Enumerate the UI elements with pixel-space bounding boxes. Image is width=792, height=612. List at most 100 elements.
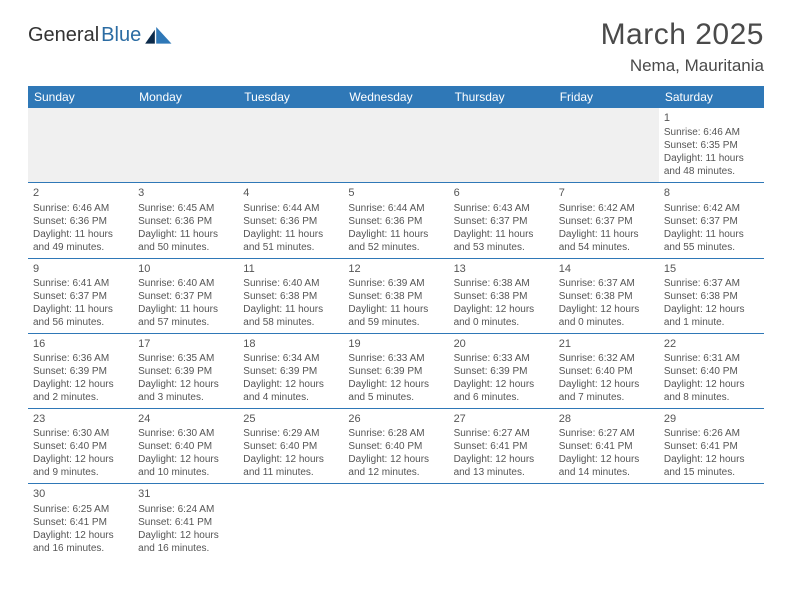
day-number: 16 (33, 337, 128, 351)
calendar-cell: 11Sunrise: 6:40 AMSunset: 6:38 PMDayligh… (238, 258, 343, 333)
sunset-text: Sunset: 6:40 PM (348, 440, 443, 453)
sunrise-text: Sunrise: 6:31 AM (664, 352, 759, 365)
daylight-text: and 59 minutes. (348, 316, 443, 329)
calendar-row: 16Sunrise: 6:36 AMSunset: 6:39 PMDayligh… (28, 333, 764, 408)
sunset-text: Sunset: 6:39 PM (138, 365, 233, 378)
calendar-cell: 17Sunrise: 6:35 AMSunset: 6:39 PMDayligh… (133, 333, 238, 408)
sunset-text: Sunset: 6:37 PM (33, 290, 128, 303)
sunrise-text: Sunrise: 6:46 AM (33, 202, 128, 215)
calendar-cell: 15Sunrise: 6:37 AMSunset: 6:38 PMDayligh… (659, 258, 764, 333)
calendar-cell (449, 484, 554, 559)
day-number: 29 (664, 412, 759, 426)
sunrise-text: Sunrise: 6:28 AM (348, 427, 443, 440)
brand-part2: Blue (101, 24, 141, 47)
calendar-cell: 12Sunrise: 6:39 AMSunset: 6:38 PMDayligh… (343, 258, 448, 333)
daylight-text: and 0 minutes. (454, 316, 549, 329)
sunrise-text: Sunrise: 6:45 AM (138, 202, 233, 215)
daylight-text: Daylight: 11 hours (454, 228, 549, 241)
daylight-text: Daylight: 12 hours (138, 529, 233, 542)
daylight-text: Daylight: 12 hours (33, 378, 128, 391)
calendar-cell: 6Sunrise: 6:43 AMSunset: 6:37 PMDaylight… (449, 183, 554, 258)
day-number: 5 (348, 186, 443, 200)
daylight-text: Daylight: 12 hours (454, 453, 549, 466)
sunset-text: Sunset: 6:41 PM (559, 440, 654, 453)
calendar-cell: 18Sunrise: 6:34 AMSunset: 6:39 PMDayligh… (238, 333, 343, 408)
calendar-cell: 26Sunrise: 6:28 AMSunset: 6:40 PMDayligh… (343, 409, 448, 484)
daylight-text: Daylight: 11 hours (559, 228, 654, 241)
sunrise-text: Sunrise: 6:30 AM (33, 427, 128, 440)
daylight-text: Daylight: 12 hours (138, 378, 233, 391)
daylight-text: Daylight: 12 hours (138, 453, 233, 466)
day-number: 26 (348, 412, 443, 426)
sunrise-text: Sunrise: 6:26 AM (664, 427, 759, 440)
daylight-text: Daylight: 12 hours (559, 303, 654, 316)
day-number: 7 (559, 186, 654, 200)
daylight-text: Daylight: 12 hours (33, 529, 128, 542)
day-number: 8 (664, 186, 759, 200)
calendar-cell (133, 108, 238, 183)
calendar-cell: 16Sunrise: 6:36 AMSunset: 6:39 PMDayligh… (28, 333, 133, 408)
day-number: 22 (664, 337, 759, 351)
page-container: GeneralBlue March 2025 Nema, Mauritania … (0, 0, 792, 559)
calendar-cell (28, 108, 133, 183)
daylight-text: and 16 minutes. (33, 542, 128, 555)
daylight-text: Daylight: 11 hours (664, 152, 759, 165)
day-number: 27 (454, 412, 549, 426)
sunset-text: Sunset: 6:36 PM (348, 215, 443, 228)
day-number: 20 (454, 337, 549, 351)
sunset-text: Sunset: 6:40 PM (559, 365, 654, 378)
month-title: March 2025 (601, 18, 764, 52)
sunset-text: Sunset: 6:38 PM (454, 290, 549, 303)
sunset-text: Sunset: 6:37 PM (664, 215, 759, 228)
weekday-header: Wednesday (343, 86, 448, 108)
day-number: 15 (664, 262, 759, 276)
day-number: 2 (33, 186, 128, 200)
day-number: 10 (138, 262, 233, 276)
calendar-cell (238, 108, 343, 183)
calendar-cell: 2Sunrise: 6:46 AMSunset: 6:36 PMDaylight… (28, 183, 133, 258)
sunset-text: Sunset: 6:40 PM (243, 440, 338, 453)
sunrise-text: Sunrise: 6:38 AM (454, 277, 549, 290)
daylight-text: and 13 minutes. (454, 466, 549, 479)
sunset-text: Sunset: 6:40 PM (664, 365, 759, 378)
sunrise-text: Sunrise: 6:37 AM (559, 277, 654, 290)
calendar-row: 30Sunrise: 6:25 AMSunset: 6:41 PMDayligh… (28, 484, 764, 559)
daylight-text: and 52 minutes. (348, 241, 443, 254)
calendar-row: 1Sunrise: 6:46 AMSunset: 6:35 PMDaylight… (28, 108, 764, 183)
sunset-text: Sunset: 6:35 PM (664, 139, 759, 152)
day-number: 3 (138, 186, 233, 200)
daylight-text: Daylight: 12 hours (243, 453, 338, 466)
daylight-text: Daylight: 11 hours (348, 228, 443, 241)
title-block: March 2025 Nema, Mauritania (601, 18, 764, 76)
sunset-text: Sunset: 6:36 PM (33, 215, 128, 228)
sunrise-text: Sunrise: 6:44 AM (348, 202, 443, 215)
daylight-text: and 0 minutes. (559, 316, 654, 329)
day-number: 13 (454, 262, 549, 276)
calendar-cell (659, 484, 764, 559)
day-number: 18 (243, 337, 338, 351)
sunset-text: Sunset: 6:38 PM (559, 290, 654, 303)
daylight-text: Daylight: 12 hours (559, 453, 654, 466)
daylight-text: Daylight: 11 hours (138, 228, 233, 241)
location-label: Nema, Mauritania (601, 56, 764, 76)
sunset-text: Sunset: 6:38 PM (348, 290, 443, 303)
header-row: GeneralBlue March 2025 Nema, Mauritania (28, 18, 764, 76)
day-number: 9 (33, 262, 128, 276)
sunrise-text: Sunrise: 6:36 AM (33, 352, 128, 365)
calendar-cell: 5 Sunrise: 6:44 AMSunset: 6:36 PMDaylight… (343, 183, 448, 258)
sunrise-text: Sunrise: 6:29 AM (243, 427, 338, 440)
daylight-text: and 1 minute. (664, 316, 759, 329)
daylight-text: and 51 minutes. (243, 241, 338, 254)
sunrise-text: Sunrise: 6:33 AM (348, 352, 443, 365)
daylight-text: and 15 minutes. (664, 466, 759, 479)
day-number: 21 (559, 337, 654, 351)
daylight-text: and 53 minutes. (454, 241, 549, 254)
day-number: 28 (559, 412, 654, 426)
sunset-text: Sunset: 6:37 PM (559, 215, 654, 228)
calendar-cell: 31Sunrise: 6:24 AMSunset: 6:41 PMDayligh… (133, 484, 238, 559)
daylight-text: Daylight: 12 hours (243, 378, 338, 391)
sunset-text: Sunset: 6:39 PM (348, 365, 443, 378)
calendar-cell: 9Sunrise: 6:41 AMSunset: 6:37 PMDaylight… (28, 258, 133, 333)
sunset-text: Sunset: 6:36 PM (138, 215, 233, 228)
daylight-text: and 56 minutes. (33, 316, 128, 329)
